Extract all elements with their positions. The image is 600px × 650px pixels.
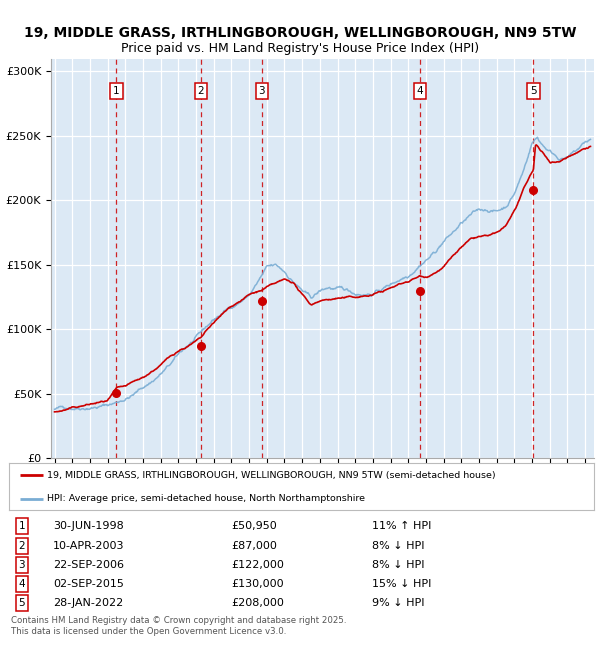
Text: 2: 2 [197,86,204,96]
Text: Price paid vs. HM Land Registry's House Price Index (HPI): Price paid vs. HM Land Registry's House … [121,42,479,55]
Text: 15% ↓ HPI: 15% ↓ HPI [372,579,431,589]
Text: 10-APR-2003: 10-APR-2003 [53,541,124,551]
Text: 11% ↑ HPI: 11% ↑ HPI [372,521,431,531]
Text: 19, MIDDLE GRASS, IRTHLINGBOROUGH, WELLINGBOROUGH, NN9 5TW: 19, MIDDLE GRASS, IRTHLINGBOROUGH, WELLI… [24,26,576,40]
Text: £130,000: £130,000 [232,579,284,589]
Text: 3: 3 [259,86,265,96]
Text: £208,000: £208,000 [232,598,284,608]
Text: 2: 2 [19,541,25,551]
Text: 8% ↓ HPI: 8% ↓ HPI [372,541,424,551]
Text: 22-SEP-2006: 22-SEP-2006 [53,560,124,570]
Text: £122,000: £122,000 [232,560,284,570]
Text: 4: 4 [19,579,25,589]
Text: 9% ↓ HPI: 9% ↓ HPI [372,598,424,608]
Text: £50,950: £50,950 [232,521,277,531]
Text: 30-JUN-1998: 30-JUN-1998 [53,521,124,531]
Text: 19, MIDDLE GRASS, IRTHLINGBOROUGH, WELLINGBOROUGH, NN9 5TW (semi-detached house): 19, MIDDLE GRASS, IRTHLINGBOROUGH, WELLI… [47,471,496,480]
Text: 4: 4 [417,86,424,96]
Text: 8% ↓ HPI: 8% ↓ HPI [372,560,424,570]
Text: 5: 5 [530,86,536,96]
Text: £87,000: £87,000 [232,541,277,551]
Text: 28-JAN-2022: 28-JAN-2022 [53,598,123,608]
Text: 1: 1 [113,86,120,96]
Text: 3: 3 [19,560,25,570]
Text: Contains HM Land Registry data © Crown copyright and database right 2025.
This d: Contains HM Land Registry data © Crown c… [11,616,346,636]
Text: 1: 1 [19,521,25,531]
Text: HPI: Average price, semi-detached house, North Northamptonshire: HPI: Average price, semi-detached house,… [47,494,365,503]
Text: 02-SEP-2015: 02-SEP-2015 [53,579,124,589]
Text: 5: 5 [19,598,25,608]
